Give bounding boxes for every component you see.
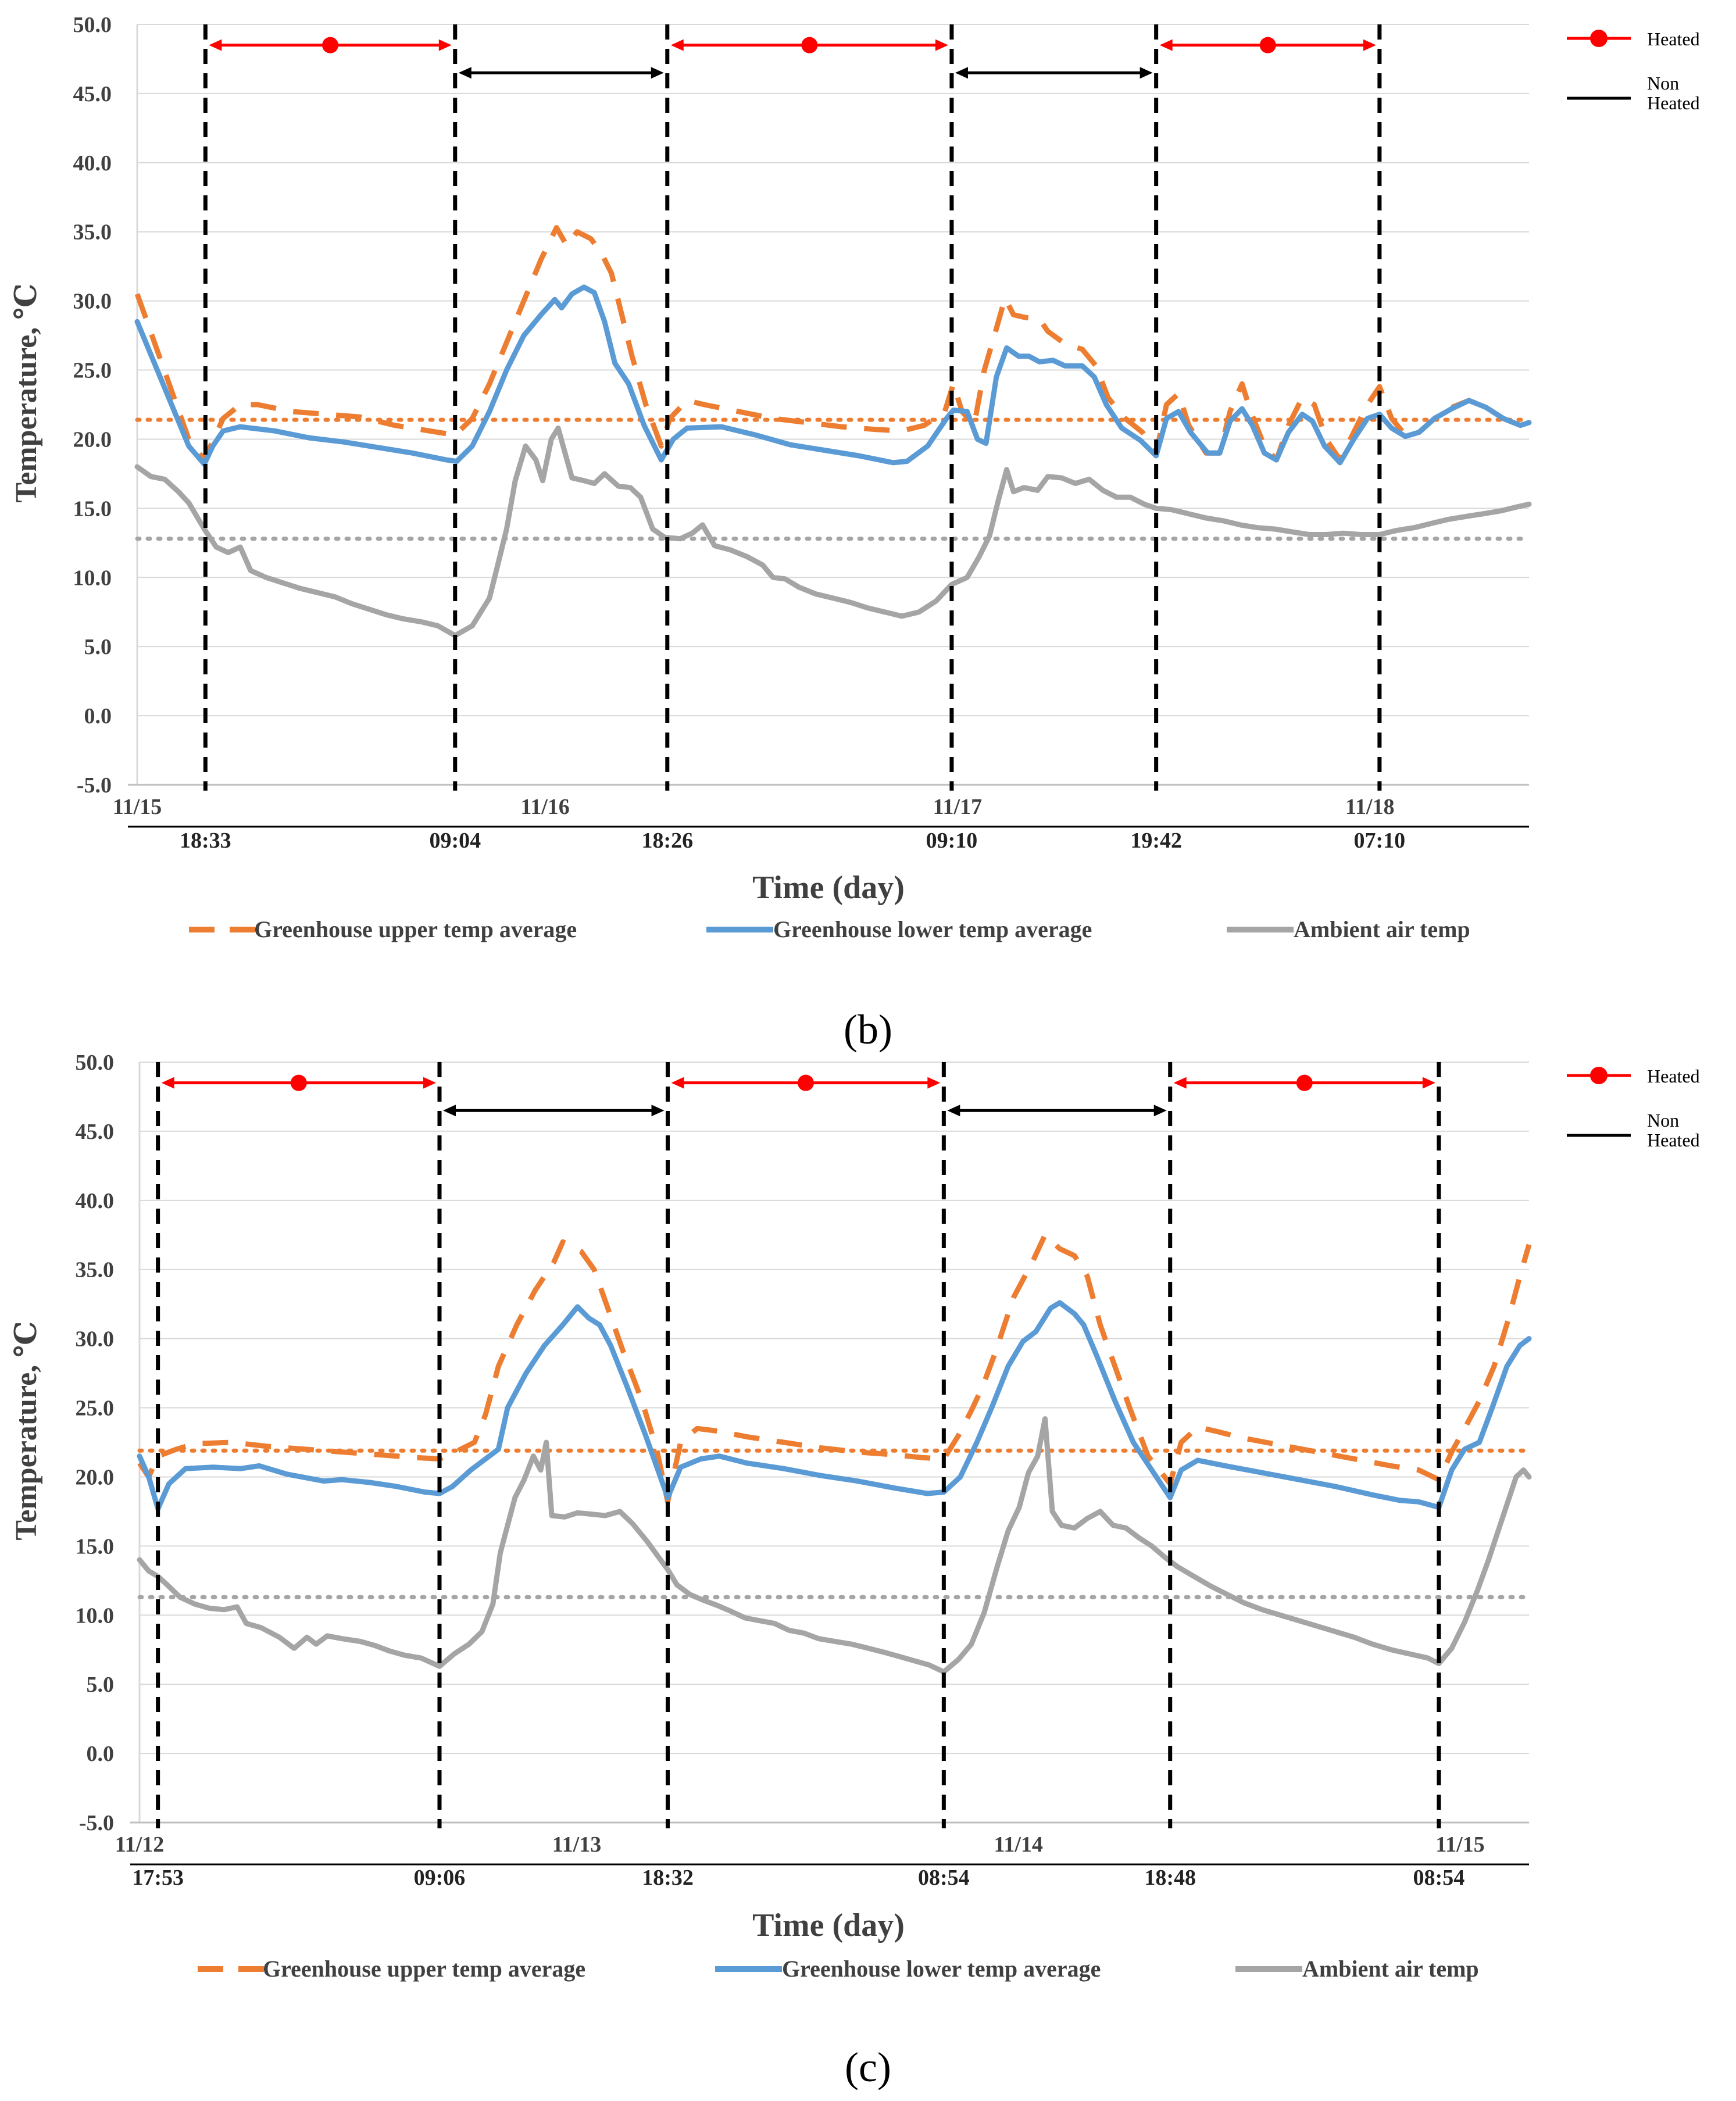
arrow-head-right (1422, 1077, 1435, 1089)
legend-heated-label: Heated (1647, 28, 1700, 49)
arrow-head-right (935, 39, 948, 51)
legend-ambient-label: Ambient air temp (1294, 916, 1470, 942)
y-tick-label: 30.0 (76, 1327, 115, 1352)
heated-marker-dot (797, 1074, 814, 1091)
y-tick-label: 20.0 (73, 427, 112, 452)
arrow-head-left (442, 1105, 456, 1117)
arrow-head-left (1159, 39, 1173, 51)
y-tick-label: 45.0 (76, 1120, 115, 1144)
x-day-tick-label: 11/17 (933, 795, 982, 819)
arrow-head-right (927, 1077, 941, 1089)
y-tick-label: 0.0 (87, 1742, 115, 1766)
ambient-series-line (137, 1416, 1532, 1675)
y-tick-label: 35.0 (76, 1258, 115, 1282)
legend-heated-marker (1590, 30, 1608, 47)
y-tick-label: -5.0 (77, 773, 112, 798)
upper-series-line (137, 1232, 1532, 1505)
y-tick-label: 30.0 (73, 290, 112, 314)
legend-nonheated-label-line1: Non (1647, 73, 1679, 94)
heated-marker-dot (801, 37, 818, 53)
x-day-tick-label: 11/15 (113, 795, 162, 819)
event-time-label: 18:26 (641, 828, 693, 853)
legend-ambient-label: Ambient air temp (1302, 1956, 1479, 1982)
y-tick-label: 10.0 (76, 1603, 115, 1628)
event-time-label: 09:10 (926, 828, 978, 853)
y-tick-label: 45.0 (73, 82, 112, 106)
arrow-head-right (423, 1077, 436, 1089)
panel-c-chart: -5.0 0.0 5.0 10.0 15.0 20.0 25.0 30.0 35.0 40.0 45… (10, 1050, 1700, 1982)
heated-marker-dot (290, 1074, 307, 1091)
x-day-tick-label: 11/18 (1345, 795, 1394, 819)
upper-series-line (134, 225, 1530, 463)
event-time-label: 18:48 (1144, 1866, 1196, 1890)
event-time-label: 17:53 (132, 1866, 184, 1890)
y-tick-label: 5.0 (87, 1673, 115, 1697)
arrow-head-right (1140, 67, 1153, 79)
y-axis-title: Temperature, ℃ (10, 283, 43, 502)
event-time-label: 07:10 (1354, 828, 1406, 853)
legend-heated-label: Heated (1647, 1066, 1700, 1087)
x-day-tick-label: 11/15 (1435, 1832, 1484, 1857)
arrow-head-right (651, 67, 664, 79)
arrow-head-left (670, 39, 684, 51)
x-axis-title: Time (day) (752, 870, 905, 906)
y-tick-label: 15.0 (73, 496, 112, 521)
y-tick-label: 25.0 (76, 1396, 115, 1421)
lower-series-line (134, 284, 1532, 467)
ambient-series-line (134, 425, 1532, 638)
legend-heated-marker (1590, 1067, 1608, 1084)
panel-c-label: (c) (845, 2044, 891, 2091)
legend-nonheated-label-line2: Heated (1647, 1130, 1700, 1150)
event-time-label: 09:06 (414, 1866, 466, 1890)
y-axis-title: Temperature, ℃ (10, 1321, 43, 1540)
event-time-label: 08:54 (1413, 1866, 1465, 1890)
arrow-head-right (1363, 39, 1376, 51)
arrow-head-right (438, 39, 452, 51)
arrow-head-right (1153, 1105, 1167, 1117)
legend-lower-label: Greenhouse lower temp average (782, 1956, 1101, 1982)
event-time-label: 18:32 (642, 1866, 694, 1890)
event-time-label: 19:42 (1130, 828, 1182, 853)
arrow-head-left (671, 1077, 684, 1089)
y-tick-label: 50.0 (76, 1050, 115, 1075)
y-tick-label: 35.0 (73, 220, 112, 245)
event-time-label: 18:33 (180, 828, 231, 853)
y-tick-label: 40.0 (73, 151, 112, 176)
x-day-tick-label: 11/14 (994, 1832, 1042, 1857)
y-tick-label: 50.0 (73, 13, 112, 37)
panel-b-chart: -5.0 0.0 5.0 10.0 15.0 20.0 25.0 30.0 35.0 40.0 45… (10, 13, 1700, 942)
heated-marker-dot (1296, 1074, 1313, 1091)
y-tick-label: 25.0 (73, 359, 112, 383)
y-tick-label: 40.0 (76, 1189, 115, 1213)
arrow-head-left (161, 1077, 174, 1089)
x-axis-title: Time (day) (752, 1907, 905, 1943)
legend-upper-label: Greenhouse upper temp average (263, 1956, 585, 1982)
lower-series-line (137, 1300, 1532, 1512)
heated-marker-dot (322, 37, 339, 53)
y-tick-label: 0.0 (84, 704, 112, 728)
event-time-label: 09:04 (429, 828, 481, 853)
x-day-tick-label: 11/16 (520, 795, 569, 819)
legend-upper-label: Greenhouse upper temp average (254, 916, 577, 942)
y-tick-label: 20.0 (76, 1465, 115, 1489)
legend-nonheated-label-line1: Non (1647, 1110, 1679, 1131)
event-time-label: 08:54 (918, 1866, 970, 1890)
arrow-head-left (955, 67, 968, 79)
x-day-tick-label: 11/13 (552, 1832, 601, 1857)
panel-b-label: (b) (844, 1006, 892, 1053)
x-day-tick-label: 11/12 (115, 1832, 164, 1857)
y-tick-label: 5.0 (84, 635, 112, 659)
arrow-head-left (209, 39, 222, 51)
legend-nonheated-label-line2: Heated (1647, 92, 1700, 113)
y-tick-label: -5.0 (79, 1811, 114, 1835)
arrow-head-left (458, 67, 471, 79)
arrow-head-left (1173, 1077, 1187, 1089)
y-tick-label: 15.0 (76, 1534, 115, 1559)
y-tick-label: 10.0 (73, 566, 112, 590)
heated-marker-dot (1259, 37, 1276, 53)
arrow-head-left (947, 1105, 960, 1117)
arrow-head-right (651, 1105, 665, 1117)
legend-lower-label: Greenhouse lower temp average (773, 916, 1092, 942)
